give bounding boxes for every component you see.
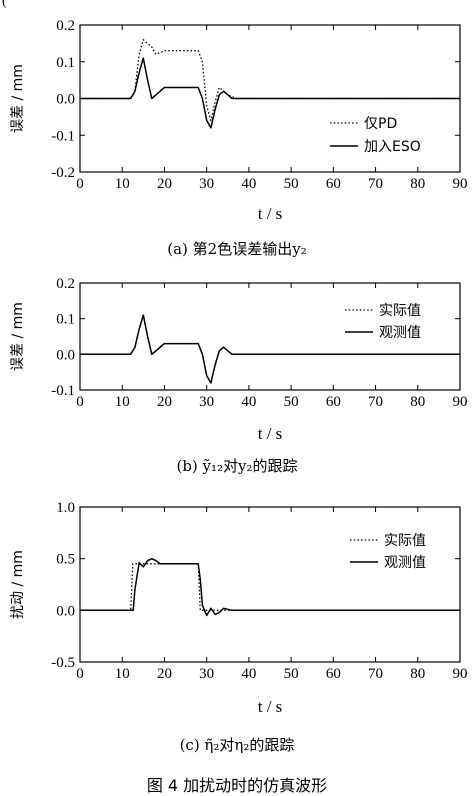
panel-caption: (b) ỹ₁₂对y₂的跟踪: [176, 457, 297, 475]
x-tick-label: 10: [115, 666, 130, 682]
y-tick-label: 0.1: [56, 312, 75, 328]
x-tick-label: 0: [76, 666, 84, 682]
y-axis-label: 扰动 / mm: [10, 550, 26, 619]
y-tick-label: 0.0: [56, 347, 75, 363]
x-tick-label: 90: [453, 176, 468, 192]
y-tick-label: 0.0: [56, 92, 75, 108]
x-tick-label: 70: [368, 666, 383, 682]
x-tick-label: 80: [410, 176, 425, 192]
y-tick-label: 0.0: [56, 603, 75, 619]
x-tick-label: 70: [368, 394, 383, 410]
chart-panel-1: 0 10 20 30 40 50 60 70 80 90 -0.2 -0.1 0.0 0.1 0.2 仅PD 加…: [10, 18, 468, 258]
x-tick-label: 40: [241, 176, 256, 192]
x-tick-label: 20: [157, 176, 172, 192]
y-axis-label: 误差 / mm: [10, 302, 26, 371]
series-line-2: [80, 557, 460, 617]
series-line-2: [80, 57, 460, 129]
y-tick-label: -0.1: [51, 128, 75, 144]
panel-caption: (c) η̃₂对η₂的跟踪: [180, 736, 295, 754]
x-tick-label: 20: [157, 394, 172, 410]
x-tick-label: 60: [326, 176, 341, 192]
series-line-1: [80, 563, 460, 611]
series-line-2: [80, 314, 460, 384]
x-tick-label: 30: [199, 176, 214, 192]
y-tick-label: -0.1: [51, 383, 75, 399]
x-tick-label: 40: [241, 394, 256, 410]
x-tick-label: 80: [410, 394, 425, 410]
x-tick-label: 40: [241, 666, 256, 682]
legend-label: 实际值: [384, 533, 426, 549]
x-tick-label: 70: [368, 176, 383, 192]
legend-label: 实际值: [379, 303, 421, 319]
x-tick-label: 10: [115, 394, 130, 410]
y-tick-label: 0.2: [56, 18, 75, 34]
y-tick-label: 0.2: [56, 276, 75, 292]
x-tick-label: 10: [115, 176, 130, 192]
corner-label: (: [2, 0, 7, 9]
x-tick-label: 0: [76, 394, 84, 410]
legend-label: 观测值: [384, 555, 426, 571]
x-tick-label: 60: [326, 666, 341, 682]
legend-label: 观测值: [379, 325, 421, 341]
x-tick-label: 30: [199, 394, 214, 410]
legend-label: 加入ESO: [364, 139, 421, 155]
x-tick-label: 30: [199, 666, 214, 682]
x-tick-label: 80: [410, 666, 425, 682]
y-axis-label: 误差 / mm: [10, 64, 26, 133]
panel-caption: (a) 第2色误差输出y₂: [167, 240, 306, 258]
x-axis-label: t / s: [258, 204, 283, 223]
x-tick-label: 90: [453, 666, 468, 682]
y-tick-label: -0.2: [51, 165, 75, 181]
x-tick-label: 50: [284, 176, 299, 192]
x-tick-label: 50: [284, 394, 299, 410]
y-tick-label: -0.5: [51, 655, 75, 671]
plot-frame: [79, 506, 461, 663]
x-tick-label: 60: [326, 394, 341, 410]
x-tick-label: 0: [76, 176, 84, 192]
x-axis-label: t / s: [258, 697, 283, 716]
y-tick-label: 0.5: [56, 552, 75, 568]
x-tick-label: 20: [157, 666, 172, 682]
x-tick-label: 90: [453, 394, 468, 410]
x-axis-label: t / s: [258, 424, 283, 443]
x-tick-label: 50: [284, 666, 299, 682]
y-tick-label: 0.1: [56, 55, 75, 71]
y-tick-label: 1.0: [56, 500, 75, 516]
legend-label: 仅PD: [364, 116, 397, 132]
plot-frame: [79, 282, 461, 391]
